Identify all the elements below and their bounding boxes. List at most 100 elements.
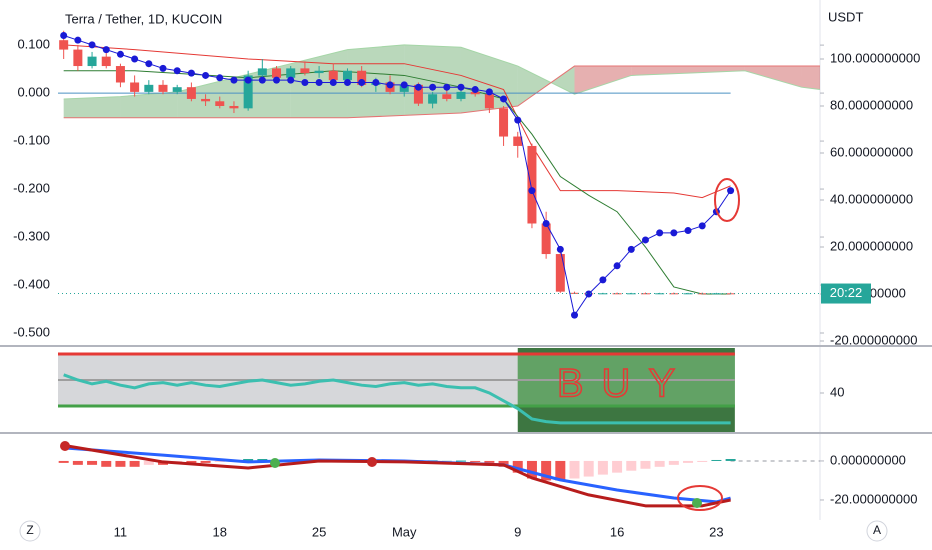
dot-marker	[88, 41, 96, 49]
dot-marker	[131, 55, 139, 63]
dot-marker	[386, 81, 394, 89]
dot-marker	[244, 76, 252, 84]
dot-marker	[457, 83, 465, 91]
candle-body	[357, 70, 367, 85]
histogram-bar	[129, 460, 140, 467]
dot-marker	[670, 229, 678, 237]
price-badge-label: 20:22	[830, 285, 863, 300]
cloud-fill	[744, 66, 802, 88]
button-label[interactable]: A	[873, 523, 881, 537]
dot-marker	[627, 245, 635, 253]
candle-body	[428, 94, 438, 104]
candle-body	[711, 293, 721, 295]
histogram-bar	[441, 460, 452, 462]
x-tick-label: 16	[610, 524, 624, 539]
y-axis-label: USDT	[828, 9, 863, 24]
candle-body	[59, 40, 69, 50]
cloud-fill	[631, 66, 689, 76]
histogram-bar	[58, 460, 69, 463]
histogram-bar	[597, 460, 608, 475]
histogram-bar	[455, 460, 466, 462]
dot-marker	[74, 36, 82, 44]
y-tick-label: 40	[830, 384, 844, 399]
y-tick-label: -0.400	[13, 276, 50, 291]
candle-body	[456, 91, 466, 99]
histogram-bar	[640, 460, 651, 469]
dot-marker	[216, 74, 224, 82]
cloud-fill	[120, 91, 178, 118]
dot-marker	[116, 50, 124, 58]
candle-body	[612, 293, 622, 295]
cloud-span-b	[63, 65, 820, 119]
cloud-fill	[63, 96, 121, 118]
dot-marker	[613, 262, 621, 270]
dot-marker	[641, 236, 649, 244]
y-tick-label: 0.000	[17, 85, 50, 100]
candle-body	[272, 68, 282, 78]
button[interactable]	[19, 520, 41, 542]
annotation: BUY	[557, 362, 693, 406]
candle-body	[669, 293, 679, 295]
histogram-bar	[668, 460, 679, 465]
candle-body	[300, 68, 310, 74]
dot-marker	[329, 78, 337, 86]
dot-marker	[571, 311, 579, 319]
candle-body	[499, 108, 509, 137]
dot-marker	[343, 78, 351, 86]
candle-body	[555, 254, 565, 292]
cross-marker	[367, 457, 377, 467]
dot-marker	[102, 46, 110, 54]
dot-marker	[443, 83, 451, 91]
y-tick-label: -0.200	[13, 180, 50, 195]
histogram-bar	[626, 460, 637, 471]
dot-marker	[145, 60, 153, 68]
y-tick-label: 20.000000000	[830, 238, 913, 253]
button-label[interactable]: Z	[26, 523, 33, 537]
candle-body	[342, 70, 352, 81]
histogram-bar	[569, 460, 580, 479]
candle-body	[655, 293, 665, 295]
dot-marker	[727, 187, 735, 195]
candle-body	[130, 82, 140, 92]
y-tick-label: -0.100	[13, 133, 50, 148]
histogram-bar	[654, 460, 665, 467]
indicator-line	[63, 44, 731, 199]
y-tick-label: -0.500	[13, 324, 50, 339]
candle-body	[541, 223, 551, 255]
candle-body	[314, 70, 324, 74]
dot-marker	[684, 227, 692, 235]
y-tick-label: 40.000000000	[830, 191, 913, 206]
y-tick-label: 0.000000000	[830, 452, 906, 467]
candle-body	[626, 293, 636, 295]
y-tick-label: 80.000000000	[830, 97, 913, 112]
dot-marker	[514, 116, 522, 124]
histogram-bar	[87, 460, 98, 465]
x-tick-label: May	[392, 524, 417, 539]
histogram-bar	[72, 460, 83, 465]
candle-body	[484, 94, 494, 109]
dot-marker	[414, 83, 422, 91]
histogram-bar	[612, 460, 623, 473]
dot-marker	[202, 71, 210, 79]
histogram-bar	[115, 460, 126, 467]
candle-body	[513, 136, 523, 146]
button[interactable]	[866, 520, 888, 542]
dot-marker	[287, 76, 295, 84]
candle-body	[158, 84, 168, 92]
candle-body	[442, 94, 452, 99]
histogram-bar	[143, 460, 154, 465]
candle-body	[172, 87, 182, 92]
dot-marker	[60, 31, 68, 39]
candle-body	[257, 68, 267, 76]
cloud-fill	[574, 66, 632, 95]
dot-marker	[528, 187, 536, 195]
dot-marker	[429, 83, 437, 91]
histogram-bar	[243, 459, 254, 461]
candle-body	[101, 56, 111, 67]
histogram-bar	[541, 460, 552, 481]
histogram-bar	[725, 459, 736, 461]
x-tick-label: 23	[709, 524, 723, 539]
y-tick-label: -20.000000000	[830, 491, 917, 506]
